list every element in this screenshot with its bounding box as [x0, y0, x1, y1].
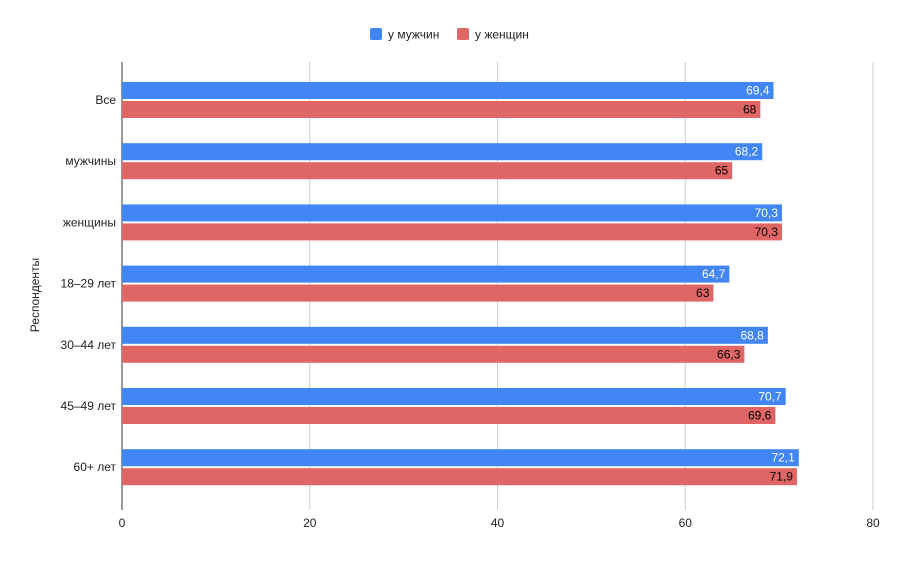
bar-men — [122, 204, 782, 222]
y-tick-label: мужчины — [65, 154, 116, 168]
bar-women — [122, 407, 776, 424]
bar-value-label: 72,1 — [771, 451, 795, 465]
y-tick-label: 60+ лет — [74, 460, 117, 474]
bar-value-label: 69,6 — [748, 409, 772, 423]
bar-women — [122, 162, 733, 180]
legend-swatch — [370, 28, 382, 40]
bar-value-label: 68,2 — [735, 145, 759, 159]
bar-men — [122, 143, 763, 161]
bar-value-label: 70,3 — [755, 225, 779, 239]
bar-value-label: 71,9 — [770, 470, 794, 484]
legend: у мужчин у женщин — [370, 28, 529, 42]
y-tick-label: 18–29 лет — [61, 277, 117, 291]
y-tick-label: 30–44 лет — [61, 338, 117, 352]
y-tick-label: 45–49 лет — [61, 399, 117, 413]
legend-label: у женщин — [475, 28, 529, 42]
y-tick-label: женщины — [63, 215, 116, 229]
y-axis-title: Респонденты — [28, 258, 42, 332]
bar-men — [122, 82, 774, 99]
x-tick-label: 40 — [491, 516, 505, 530]
x-tick-label: 20 — [303, 516, 317, 530]
legend-swatch — [457, 28, 469, 40]
bar-men — [122, 265, 730, 283]
bar-value-label: 70,7 — [758, 390, 782, 404]
bar-women — [122, 284, 714, 302]
bar-value-label: 65 — [715, 164, 729, 178]
bar-women — [122, 468, 797, 486]
bars: 69,4 68 68,2 65 70,3 70,3 64,7 63 68,866,3 70,7 69… — [122, 82, 799, 486]
bar-value-label: 66,3 — [717, 347, 741, 361]
bar-value-label: 69,4 — [746, 84, 770, 98]
y-tick-labels: Все мужчины женщины 18–29 лет 30–44 лет 45–49… — [61, 93, 117, 474]
bar-value-label: 68 — [743, 103, 757, 117]
bar-men — [122, 388, 786, 405]
x-tick-label: 80 — [866, 516, 880, 530]
bar-value-label: 68,8 — [741, 328, 765, 342]
x-tick-label: 0 — [119, 516, 126, 530]
x-tick-labels: 0 20 40 60 80 — [119, 516, 880, 530]
bar-men — [122, 449, 799, 467]
x-tick-label: 60 — [679, 516, 693, 530]
bar-value-label: 64,7 — [702, 267, 726, 281]
bar-value-label: 70,3 — [755, 206, 779, 220]
y-tick-label: Все — [95, 93, 116, 107]
bar-men — [122, 326, 768, 344]
bar-women — [122, 223, 782, 241]
bar-value-label: 63 — [696, 286, 710, 300]
bar-women — [122, 345, 745, 363]
bar-women — [122, 101, 761, 118]
legend-label: у мужчин — [388, 28, 439, 42]
